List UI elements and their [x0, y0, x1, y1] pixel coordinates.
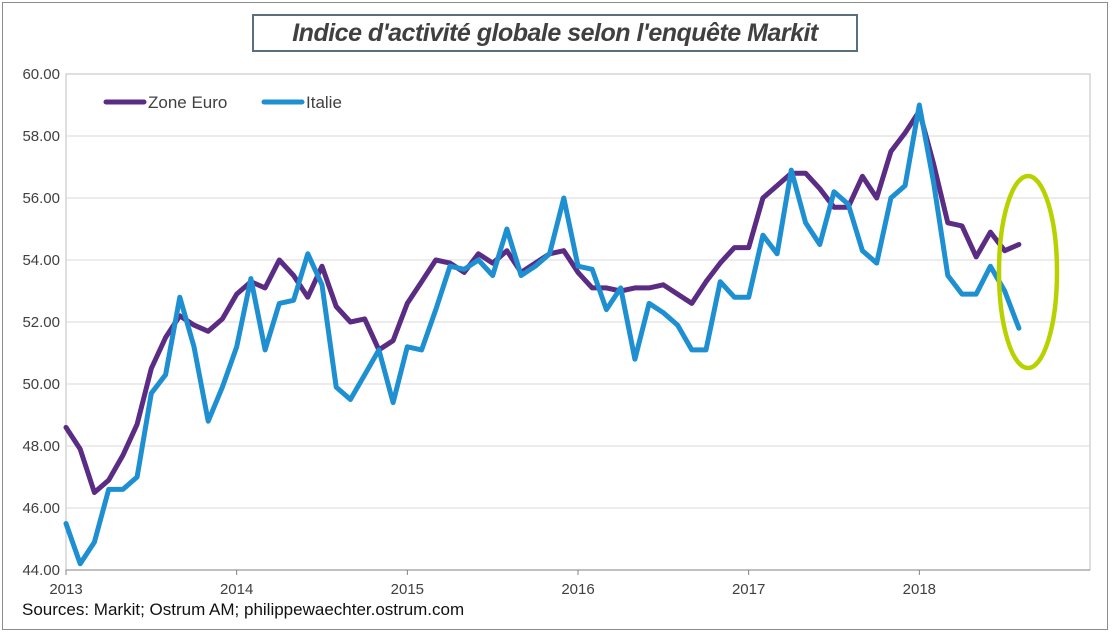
y-tick-label: 52.00	[22, 314, 60, 331]
y-tick-label: 48.00	[22, 438, 60, 455]
x-tick-label: 2017	[732, 581, 765, 598]
x-tick-label: 2016	[561, 581, 594, 598]
y-tick-label: 44.00	[22, 562, 60, 579]
y-tick-label: 50.00	[22, 376, 60, 393]
y-tick-label: 60.00	[22, 66, 60, 83]
legend-label-1: Italie	[306, 93, 342, 112]
y-tick-label: 56.00	[22, 190, 60, 207]
source-note: Sources: Markit; Ostrum AM; philippewaec…	[22, 600, 465, 619]
x-tick-label: 2013	[49, 581, 82, 598]
y-tick-label: 58.00	[22, 128, 60, 145]
chart-title-box: Indice d'activité globale selon l'enquêt…	[252, 14, 858, 52]
highlight-ellipse	[996, 173, 1060, 371]
chart-title: Indice d'activité globale selon l'enquêt…	[292, 18, 818, 47]
y-tick-label: 54.00	[22, 252, 60, 269]
series-line-1	[63, 102, 1022, 567]
y-tick-label: 46.00	[22, 500, 60, 517]
x-tick-label: 2015	[391, 581, 424, 598]
x-tick-label: 2018	[903, 581, 936, 598]
x-tick-label: 2014	[220, 581, 253, 598]
legend-label-0: Zone Euro	[148, 93, 227, 112]
